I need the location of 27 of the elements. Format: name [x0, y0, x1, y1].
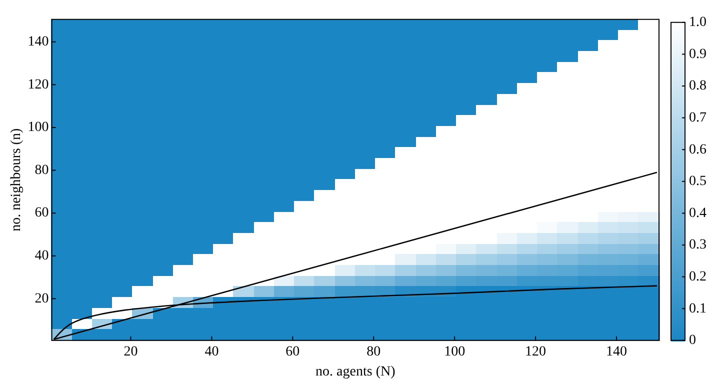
x-tick-label: 120 — [525, 344, 546, 360]
x-tick-label: 40 — [204, 344, 219, 360]
y-tick-label: 80 — [34, 162, 49, 178]
y-tick-label: 100 — [28, 120, 49, 136]
y-tick-label: 60 — [34, 206, 49, 221]
x-tick-label: 60 — [286, 344, 300, 360]
x-tick-label: 100 — [444, 344, 466, 360]
color-bar-label: 0.2 — [689, 269, 706, 284]
color-bar-label: 0.3 — [689, 238, 706, 253]
color-bar-label: 1.0 — [689, 15, 706, 30]
y-tick-label: 120 — [28, 77, 49, 92]
y-axis-title: no. neighbours (n) — [9, 128, 24, 232]
x-tick-label: 20 — [124, 344, 138, 360]
y-tick-label: 140 — [28, 34, 49, 50]
x-axis-title: no. agents (N) — [316, 364, 396, 380]
x-tick-label: 140 — [606, 344, 627, 360]
color-bar-label: 0.9 — [689, 46, 706, 62]
y-tick-label: 20 — [34, 291, 49, 306]
color-bar-label: 0 — [689, 333, 696, 348]
color-bar-label: 0.8 — [689, 78, 706, 94]
color-bar-label: 0.1 — [689, 301, 706, 316]
x-tick-label: 80 — [366, 344, 381, 360]
y-tick-label: 40 — [34, 248, 49, 264]
color-bar-label: 0.4 — [689, 206, 706, 221]
color-bar-label: 0.7 — [689, 110, 706, 126]
color-bar-label: 0.6 — [689, 142, 706, 158]
color-bar-label: 0.5 — [689, 174, 706, 190]
